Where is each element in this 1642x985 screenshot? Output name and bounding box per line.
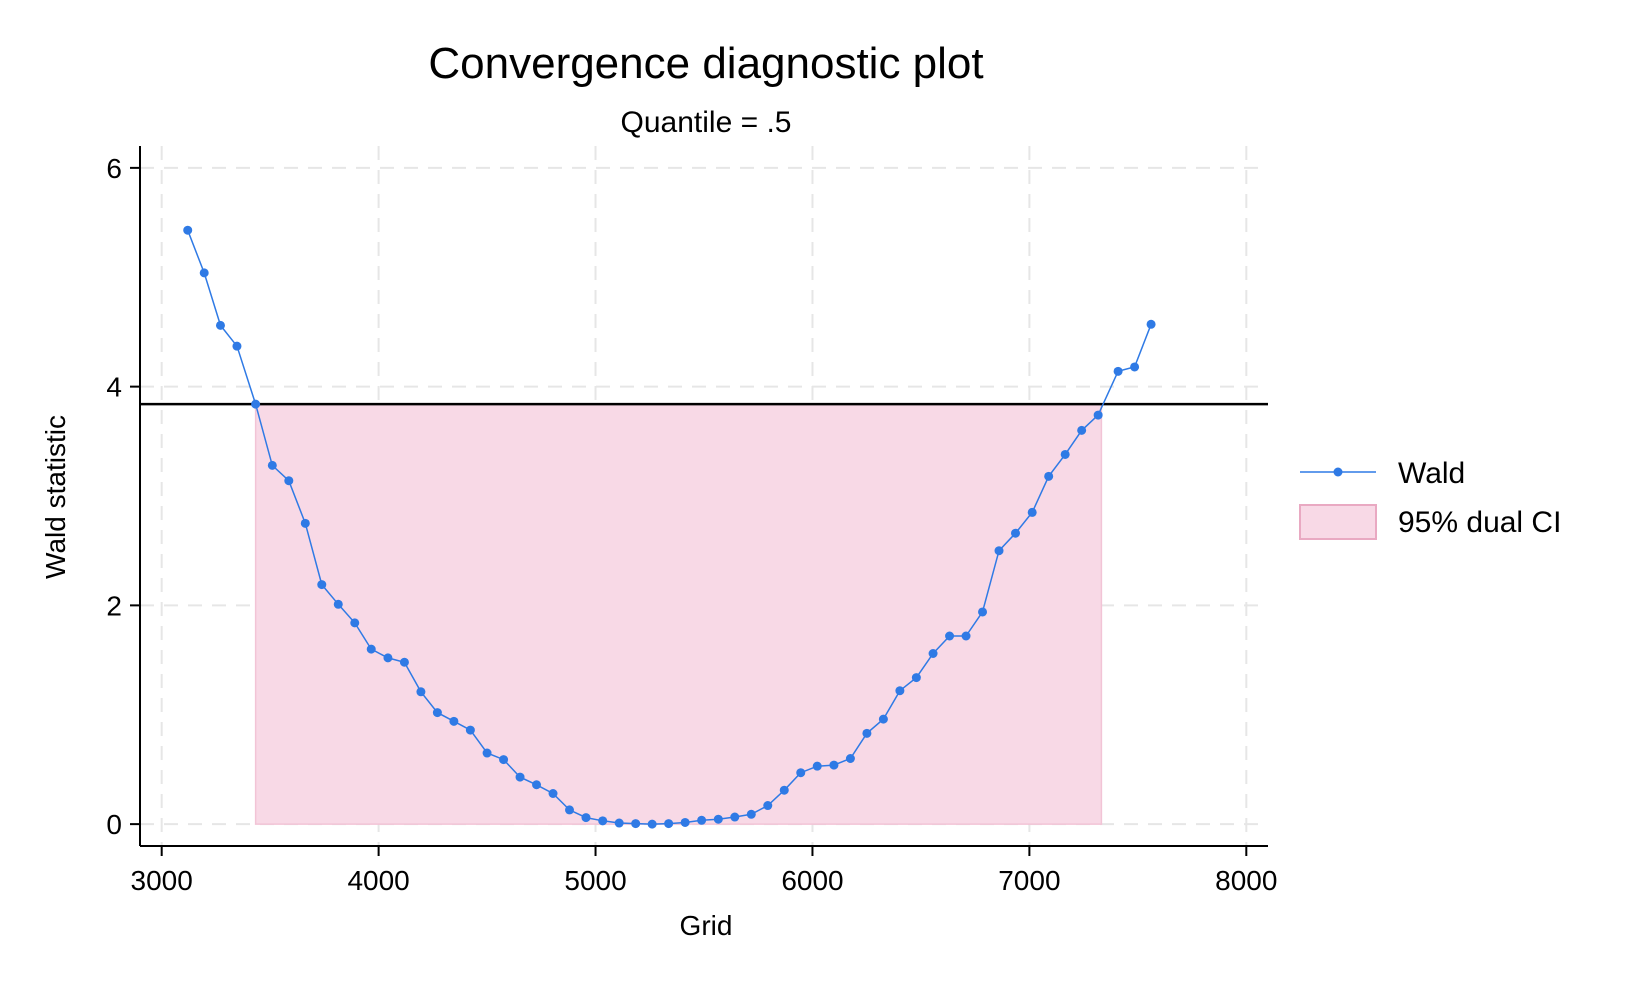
wald-data-point: [846, 754, 855, 763]
wald-data-point: [433, 708, 442, 717]
wald-data-point: [995, 546, 1004, 555]
x-tick-label: 4000: [347, 865, 409, 896]
wald-data-point: [895, 686, 904, 695]
wald-data-point: [400, 658, 409, 667]
x-tick-label: 5000: [564, 865, 626, 896]
wald-data-point: [499, 755, 508, 764]
wald-data-point: [483, 749, 492, 758]
legend-wald-marker-icon: [1334, 468, 1343, 477]
wald-data-point: [697, 816, 706, 825]
legend: Wald 95% dual CI: [1300, 457, 1561, 539]
legend-ci-swatch-icon: [1300, 505, 1376, 539]
wald-data-point: [796, 768, 805, 777]
y-tick-label: 2: [106, 590, 122, 621]
wald-data-point: [912, 673, 921, 682]
wald-data-point: [780, 786, 789, 795]
legend-ci-label: 95% dual CI: [1398, 506, 1561, 539]
wald-data-point: [565, 805, 574, 814]
y-tick-label: 6: [106, 153, 122, 184]
wald-data-point: [367, 645, 376, 654]
wald-data-point: [449, 717, 458, 726]
legend-wald-label: Wald: [1398, 457, 1465, 490]
chart-subtitle: Quantile = .5: [621, 106, 792, 139]
chart-title: Convergence diagnostic plot: [428, 39, 983, 88]
ci-band-area: [256, 404, 1102, 824]
wald-data-point: [664, 819, 673, 828]
wald-data-point: [1061, 450, 1070, 459]
y-axis-label: Wald statistic: [40, 415, 71, 579]
wald-data-point: [1114, 367, 1123, 376]
x-tick-label: 3000: [131, 865, 193, 896]
wald-data-point: [829, 761, 838, 770]
wald-data-point: [284, 476, 293, 485]
x-tick-label: 7000: [998, 865, 1060, 896]
wald-data-point: [251, 400, 260, 409]
wald-data-point: [216, 321, 225, 330]
wald-data-point: [516, 773, 525, 782]
wald-data-point: [681, 818, 690, 827]
wald-data-point: [945, 632, 954, 641]
wald-data-point: [1147, 320, 1156, 329]
wald-data-point: [598, 816, 607, 825]
wald-data-point: [183, 226, 192, 235]
y-tick-label: 0: [106, 809, 122, 840]
wald-data-point: [929, 649, 938, 658]
wald-data-point: [350, 618, 359, 627]
wald-data-point: [549, 789, 558, 798]
wald-data-point: [317, 580, 326, 589]
wald-data-point: [763, 801, 772, 810]
wald-data-point: [416, 687, 425, 696]
wald-data-point: [631, 819, 640, 828]
wald-data-point: [1011, 529, 1020, 538]
wald-data-point: [978, 607, 987, 616]
wald-data-point: [730, 813, 739, 822]
wald-data-point: [1028, 508, 1037, 517]
wald-data-point: [879, 715, 888, 724]
wald-data-point: [648, 820, 657, 829]
wald-data-point: [466, 726, 475, 735]
wald-data-point: [813, 762, 822, 771]
wald-data-point: [1044, 472, 1053, 481]
y-axis-ticks: 0 2 4 6: [106, 153, 140, 840]
wald-data-point: [334, 600, 343, 609]
wald-data-point: [862, 729, 871, 738]
x-tick-label: 8000: [1215, 865, 1277, 896]
y-tick-label: 4: [106, 372, 122, 403]
wald-data-point: [200, 268, 209, 277]
wald-data-point: [714, 815, 723, 824]
wald-data-point: [532, 780, 541, 789]
x-axis-label: Grid: [680, 910, 733, 941]
wald-data-point: [581, 813, 590, 822]
wald-data-point: [301, 519, 310, 528]
wald-data-point: [747, 810, 756, 819]
wald-data-point: [615, 819, 624, 828]
wald-data-point: [1094, 411, 1103, 420]
wald-data-point: [268, 461, 277, 470]
wald-data-point: [232, 342, 241, 351]
x-tick-label: 6000: [781, 865, 843, 896]
wald-data-point: [962, 632, 971, 641]
wald-data-point: [1130, 362, 1139, 371]
wald-data-point: [383, 653, 392, 662]
wald-data-point: [1077, 426, 1086, 435]
x-axis-ticks: 3000 4000 5000 6000 7000 8000: [131, 846, 1278, 896]
